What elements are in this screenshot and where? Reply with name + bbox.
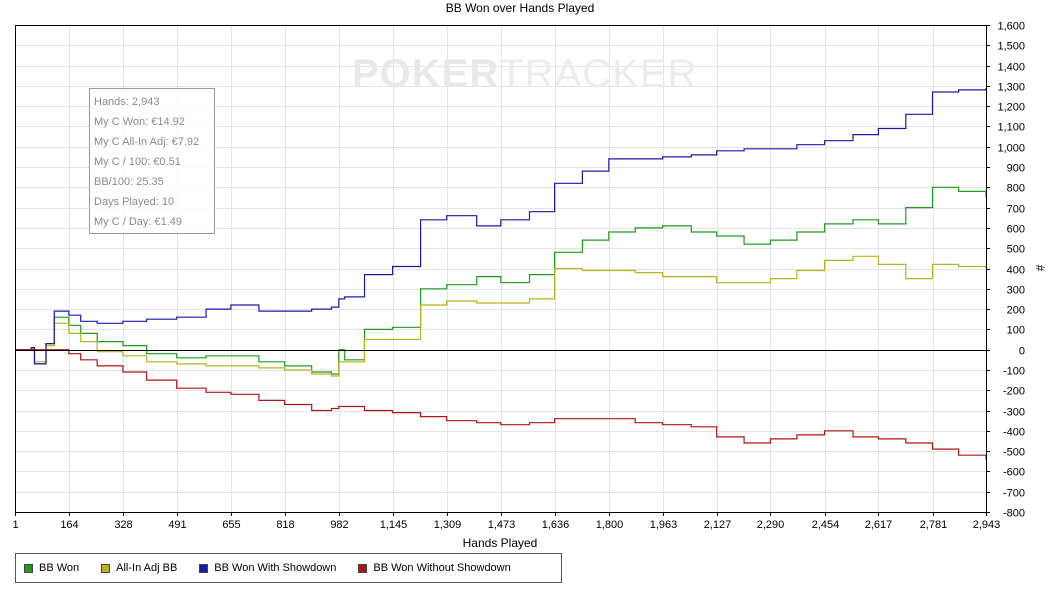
y-axis-ticks: 1,600 1,500 1,400 1,300 1,200 1,100 1,000 900 80…	[986, 21, 1025, 520]
legend-label: All-In Adj BB	[116, 562, 178, 574]
x-tick-label: 328	[114, 519, 132, 531]
series-with-showdown-line	[15, 87, 987, 365]
y-tick-label: 100	[1007, 325, 1025, 337]
legend-swatch	[24, 563, 33, 573]
y-tick-label: 1,200	[997, 102, 1025, 114]
y-tick-label: -300	[1003, 407, 1025, 419]
x-tick-label: 818	[276, 519, 294, 531]
y-tick-label: 1,000	[997, 143, 1025, 155]
y-tick-label: 700	[1007, 204, 1025, 216]
y-tick-label: 1,600	[997, 21, 1025, 33]
stat-per-day: My C / Day: €1.49	[94, 216, 183, 228]
y-tick-label: 500	[1007, 244, 1025, 256]
y-tick-label: -700	[1003, 488, 1025, 500]
x-tick-label: 1,636	[542, 519, 570, 531]
watermark-part1: POKER	[352, 52, 500, 96]
y-tick-label: -200	[1003, 386, 1025, 398]
y-tick-label: 1,100	[997, 122, 1025, 134]
x-tick-label: 1,473	[488, 519, 516, 531]
stat-bb-per-100: BB/100: 25.35	[94, 176, 164, 188]
y-tick-label: -600	[1003, 467, 1025, 479]
series-bb-won-line	[15, 186, 987, 375]
y-tick-label: 1,500	[997, 41, 1025, 53]
y-tick-label: 600	[1007, 224, 1025, 236]
series-lines	[15, 87, 987, 460]
series-allin-adj-line	[15, 255, 987, 377]
x-tick-label: 1,963	[650, 519, 678, 531]
y-tick-label: 800	[1007, 183, 1025, 195]
x-tick-label: 2,943	[973, 519, 1001, 531]
stat-per-100: My C / 100: €0.51	[94, 156, 181, 168]
y-tick-label: 300	[1007, 285, 1025, 297]
x-tick-label: 655	[222, 519, 240, 531]
x-tick-label: 1,309	[434, 519, 462, 531]
y-tick-label: 900	[1007, 163, 1025, 175]
y-tick-label: 0	[1019, 346, 1025, 358]
legend-label: BB Won Without Showdown	[373, 562, 511, 574]
x-tick-label: 982	[330, 519, 348, 531]
stat-won: My C Won: €14.92	[94, 116, 185, 128]
legend-swatch	[199, 563, 209, 573]
legend-label: BB Won	[39, 562, 80, 574]
x-tick-label: 2,781	[920, 519, 948, 531]
x-tick-label: 1,800	[596, 519, 624, 531]
y-axis-label: #	[1033, 265, 1047, 272]
y-tick-label: -400	[1003, 427, 1025, 439]
legend-item-allin-adj: All-In Adj BB	[101, 562, 177, 574]
stat-hands: Hands: 2,943	[94, 96, 160, 108]
x-tick-label: 1,145	[380, 519, 408, 531]
stat-days-played: Days Played: 10	[94, 196, 175, 208]
legend-item-bb-won: BB Won	[24, 562, 79, 574]
pokertracker-watermark: POKERTRACKER	[352, 52, 697, 97]
x-tick-label: 2,617	[865, 519, 893, 531]
legend: BB Won All-In Adj BB BB Won With Showdow…	[15, 553, 562, 583]
watermark-part2: TRACKER	[499, 52, 698, 96]
y-tick-label: -800	[1003, 508, 1025, 520]
x-axis-ticks: 1 164 328 491 655 818 982 1,145 1,309 1,473 1,636 1…	[12, 512, 1000, 531]
x-tick-label: 2,454	[812, 519, 840, 531]
x-axis-label: Hands Played	[463, 536, 538, 550]
x-tick-label: 164	[60, 519, 78, 531]
x-tick-label: 2,290	[757, 519, 785, 531]
chart-title: BB Won over Hands Played	[446, 1, 595, 15]
x-tick-label: 1	[12, 519, 18, 531]
legend-item-with-showdown: BB Won With Showdown	[199, 562, 336, 574]
legend-item-without-showdown: BB Won Without Showdown	[358, 562, 511, 574]
stat-allin-adj: My C All-In Adj: €7.92	[94, 136, 200, 148]
legend-swatch	[358, 563, 368, 573]
legend-swatch	[101, 563, 111, 573]
y-tick-label: 400	[1007, 265, 1025, 277]
legend-label: BB Won With Showdown	[214, 562, 337, 574]
y-tick-label: -100	[1003, 366, 1025, 378]
series-without-showdown-line	[15, 349, 987, 460]
x-tick-label: 2,127	[704, 519, 732, 531]
x-tick-label: 491	[168, 519, 186, 531]
y-tick-label: 1,300	[997, 82, 1025, 94]
stats-box: Hands: 2,943 My C Won: €14.92 My C All-I…	[89, 88, 215, 234]
y-tick-label: -500	[1003, 447, 1025, 459]
y-tick-label: 200	[1007, 305, 1025, 317]
y-tick-label: 1,400	[997, 62, 1025, 74]
